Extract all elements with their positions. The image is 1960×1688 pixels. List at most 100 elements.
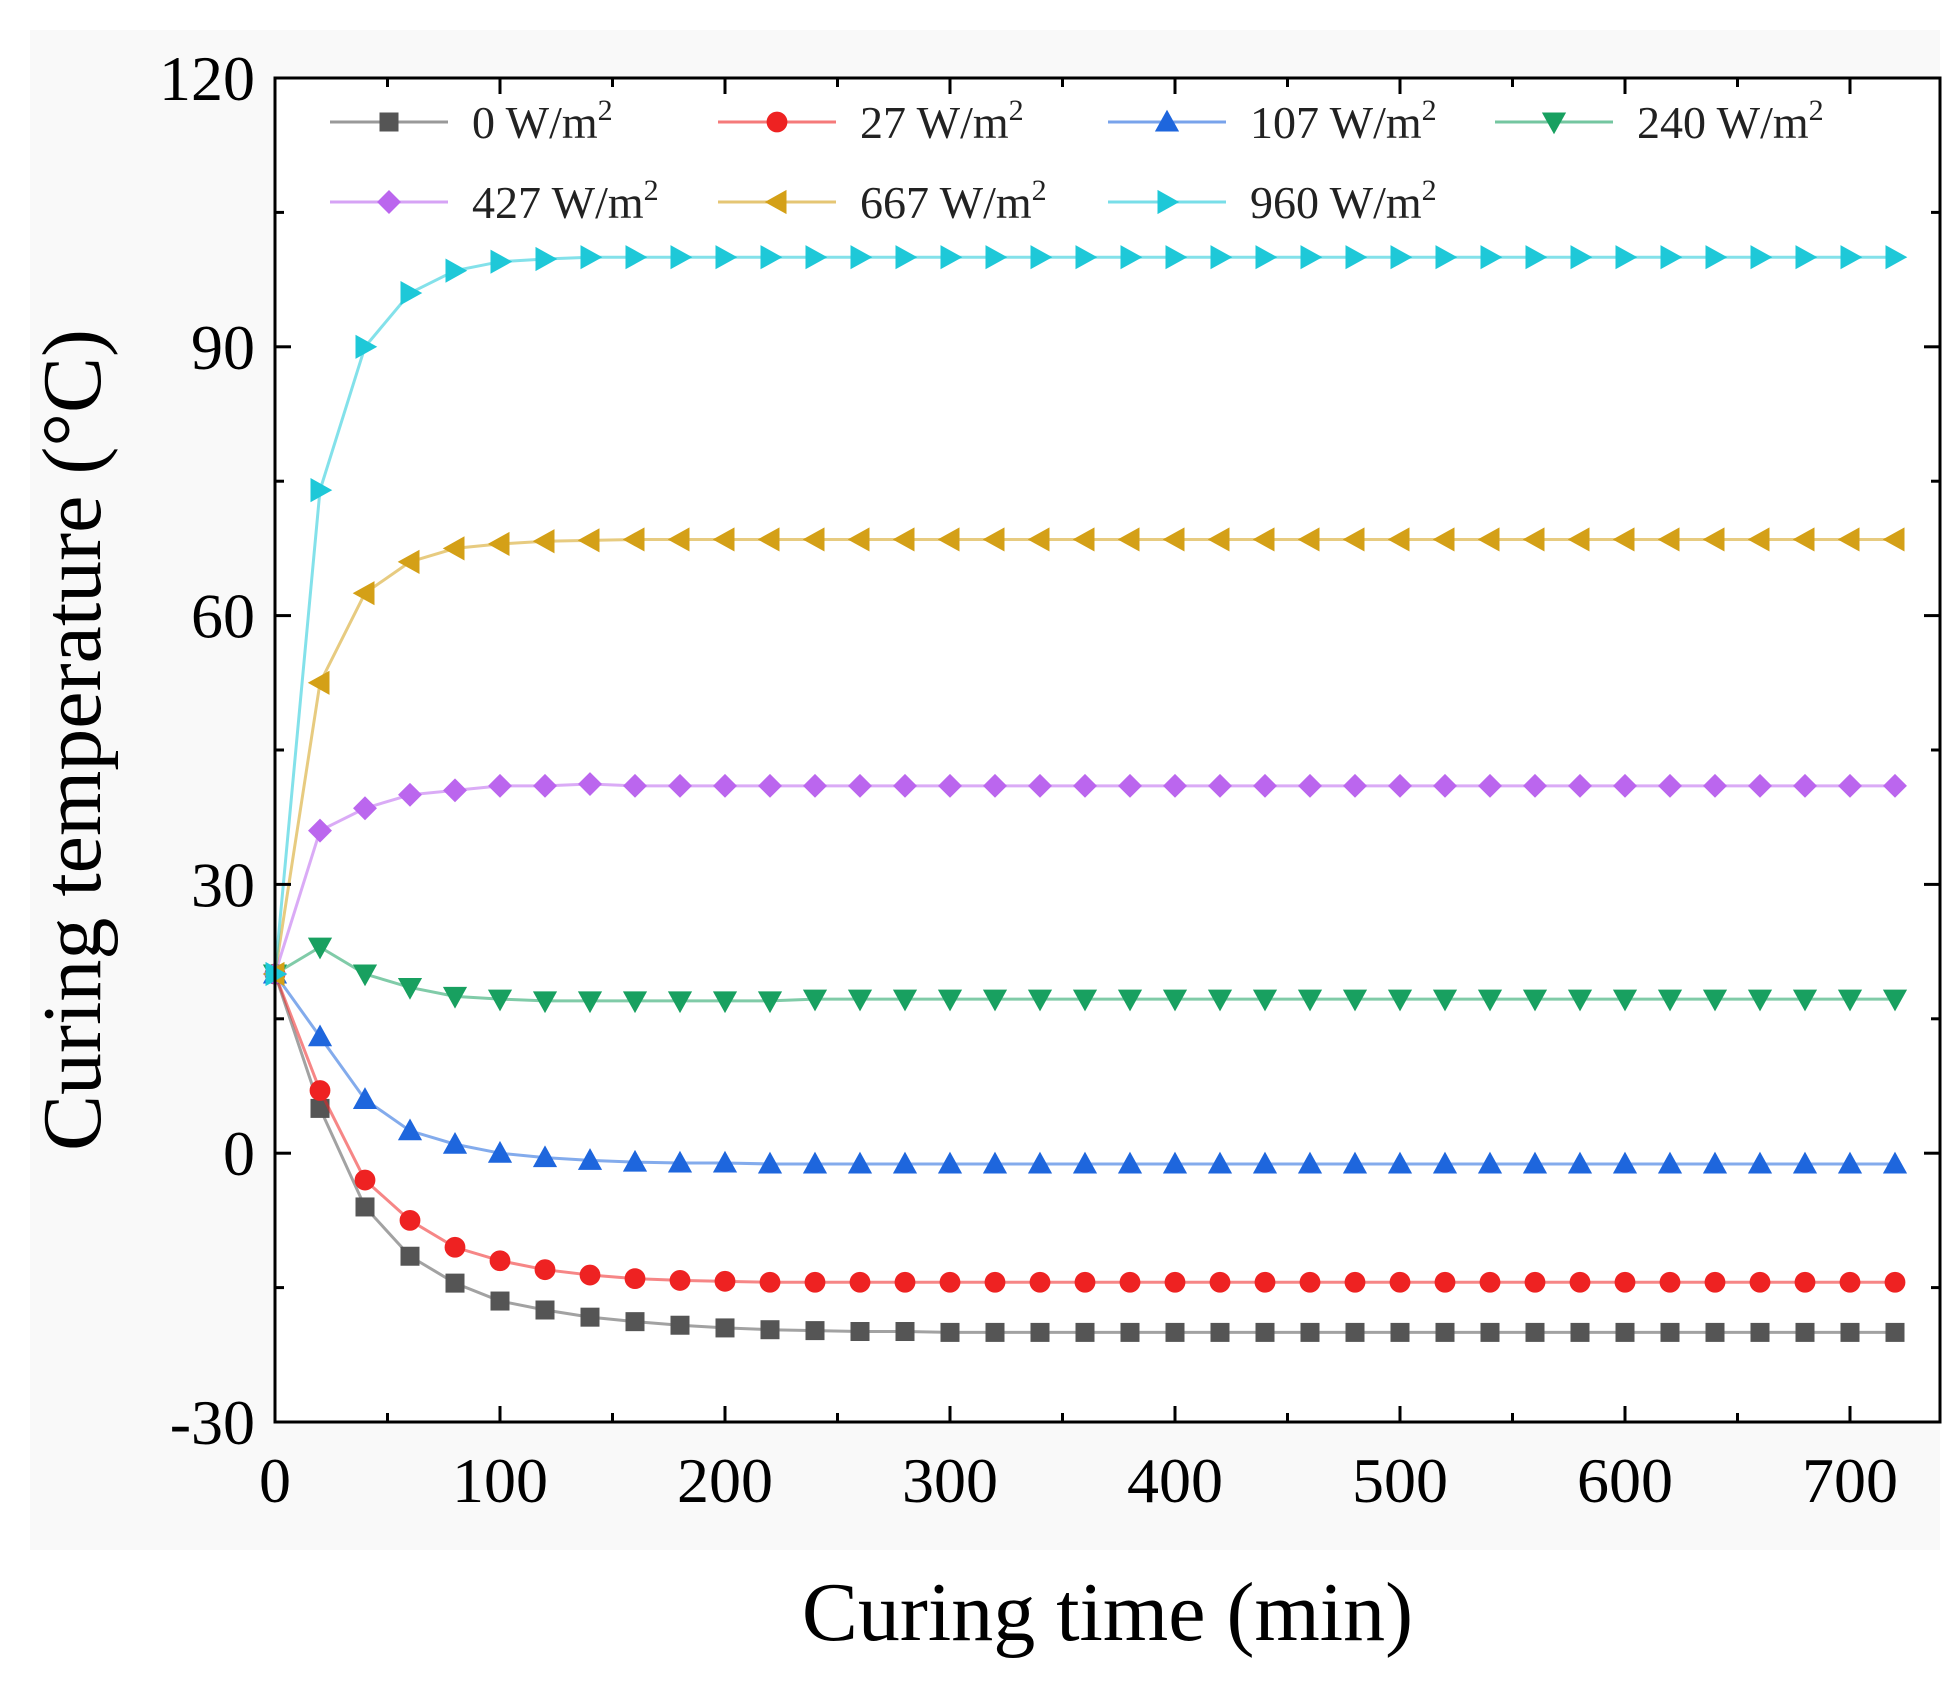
data-point [355, 334, 378, 359]
data-point [712, 527, 735, 552]
data-point [1480, 245, 1503, 270]
data-point [1435, 245, 1458, 270]
data-point [1615, 245, 1638, 270]
data-point [1165, 245, 1188, 270]
data-point [1343, 773, 1367, 798]
y-tick-label: 60 [191, 581, 255, 652]
data-point [1747, 989, 1773, 1012]
data-point [307, 1024, 333, 1047]
data-point [1029, 1271, 1051, 1293]
data-point [1252, 527, 1275, 552]
data-point [622, 1149, 648, 1172]
legend-item-4: 427 W/m2 [330, 174, 659, 228]
data-point [1792, 989, 1818, 1012]
data-point [1569, 1271, 1591, 1293]
data-point [1837, 1151, 1863, 1174]
data-point [1883, 773, 1907, 798]
series-3 [262, 937, 1908, 1014]
data-point [1704, 1271, 1726, 1293]
data-point [352, 581, 375, 606]
data-point [1750, 245, 1773, 270]
data-point [1615, 1322, 1635, 1342]
data-point [1432, 527, 1455, 552]
data-point [1660, 1322, 1680, 1342]
data-point [1750, 1322, 1770, 1342]
data-point [982, 527, 1005, 552]
data-point [984, 1271, 1006, 1293]
data-point [1162, 989, 1188, 1012]
data-point [1702, 527, 1725, 552]
data-point [622, 991, 648, 1014]
legend-marker [1154, 109, 1180, 132]
data-point [622, 527, 645, 552]
legend-marker [379, 112, 399, 132]
data-point [1747, 527, 1770, 552]
x-tick-label: 0 [259, 1445, 291, 1516]
data-point [1387, 527, 1410, 552]
data-point [1210, 245, 1233, 270]
data-point [1163, 773, 1187, 798]
data-point [535, 246, 558, 272]
data-point [715, 1318, 735, 1338]
data-point [712, 1150, 738, 1173]
data-point [714, 1270, 736, 1292]
data-point [1658, 773, 1682, 798]
legend-label: 107 W/m2 [1250, 94, 1437, 148]
y-tick-label: -30 [170, 1387, 255, 1458]
data-point [1837, 989, 1863, 1012]
data-point [1477, 527, 1500, 552]
data-point [1300, 245, 1323, 270]
data-point [805, 245, 828, 270]
data-point [1434, 1271, 1456, 1293]
data-point [1120, 245, 1143, 270]
data-point [1794, 1271, 1816, 1293]
data-point [805, 1321, 825, 1341]
data-point [1345, 1322, 1365, 1342]
data-point [1072, 527, 1095, 552]
x-tick-label: 300 [902, 1445, 998, 1516]
legend-label-superscript: 2 [1009, 94, 1024, 127]
data-point [1073, 773, 1097, 798]
legend-label-superscript: 2 [1422, 174, 1437, 207]
data-point [937, 989, 963, 1012]
y-tick-label: 0 [223, 1118, 255, 1189]
legend-label-superscript: 2 [644, 174, 659, 207]
data-point [490, 1291, 510, 1311]
data-point [895, 1322, 915, 1342]
data-point [1075, 1322, 1095, 1342]
data-point [760, 245, 783, 270]
data-point [309, 1080, 331, 1101]
y-axis-title: Curing temperature (°C) [26, 329, 119, 1151]
legend-marker [1541, 112, 1567, 135]
data-point [757, 991, 783, 1014]
data-point [1885, 245, 1908, 270]
data-point [489, 1250, 511, 1272]
data-point [1525, 1322, 1545, 1342]
data-point [1882, 1151, 1908, 1174]
series-layer [262, 245, 1908, 1342]
data-point [1390, 1322, 1410, 1342]
data-point [1299, 1271, 1321, 1293]
data-point [1792, 527, 1815, 552]
data-point [1027, 527, 1050, 552]
data-point [397, 977, 423, 1000]
legend-marker [1157, 189, 1180, 215]
data-point [982, 989, 1008, 1012]
data-point [487, 1140, 513, 1163]
legend-item-5: 667 W/m2 [718, 174, 1047, 228]
data-point [1703, 773, 1727, 798]
data-point [850, 1322, 870, 1342]
data-point [1884, 1271, 1906, 1293]
data-point [1344, 1271, 1366, 1293]
data-point [982, 1151, 1008, 1174]
data-point [1480, 1322, 1500, 1342]
data-point [1525, 245, 1548, 270]
data-point [1747, 1151, 1773, 1174]
data-point [397, 549, 420, 574]
legend-marker [764, 189, 787, 215]
data-point [1387, 989, 1413, 1012]
data-point [397, 1118, 423, 1141]
data-point [442, 986, 468, 1009]
data-point [400, 280, 423, 306]
data-point [1342, 989, 1368, 1012]
